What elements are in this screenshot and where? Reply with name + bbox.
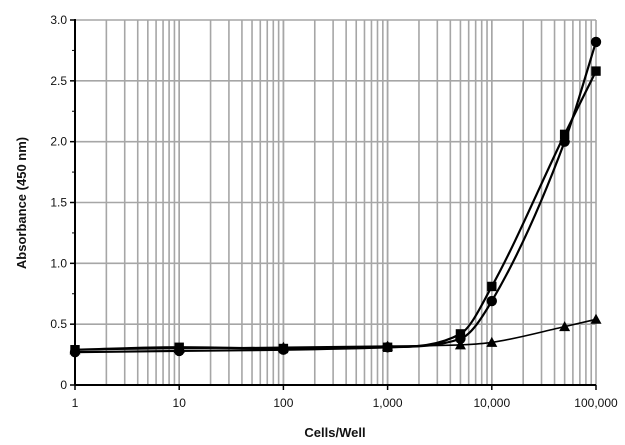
series-line: [74, 41, 598, 354]
x-axis-title: Cells/Well: [304, 425, 365, 440]
data-point-square: [591, 66, 601, 76]
y-tick-label: 0: [60, 378, 67, 392]
x-axis-ticks: 1 10 100 1,000 10,000 100,000: [72, 385, 618, 410]
data-point-square: [559, 129, 570, 140]
series-square: [70, 66, 601, 355]
y-tick-label: 3.0: [50, 13, 67, 27]
data-point-triangle: [454, 339, 466, 350]
series-circle: [69, 36, 602, 358]
series-triangle: [69, 313, 602, 355]
data-point-square: [487, 281, 497, 292]
y-tick-label: 0.5: [50, 317, 67, 331]
data-point-square: [455, 329, 466, 339]
x-tick-label: 10: [173, 396, 187, 410]
y-tick-label: 1.0: [50, 256, 67, 270]
x-tick-label: 1: [72, 396, 79, 410]
x-tick-label: 1,000: [373, 396, 403, 410]
data-point-triangle: [559, 321, 571, 332]
series-line: [74, 70, 597, 351]
series-layer: [69, 36, 602, 358]
data-point-triangle: [382, 340, 394, 351]
data-point-triangle: [486, 336, 498, 347]
y-axis-title: Absorbance (450 nm): [14, 137, 29, 269]
data-point-triangle: [69, 344, 81, 355]
data-point-triangle: [590, 313, 602, 324]
x-tick-label: 100: [273, 396, 293, 410]
data-point-circle: [486, 295, 497, 307]
y-tick-label: 2.0: [50, 135, 67, 149]
y-axis-ticks: 0 0.5 1.0 1.5 2.0 2.5 3.0: [50, 13, 75, 392]
data-point-circle: [590, 36, 602, 48]
x-tick-label: 100,000: [574, 396, 618, 410]
x-tick-label: 10,000: [473, 396, 510, 410]
grid: [74, 19, 597, 385]
data-point-triangle: [277, 341, 289, 352]
y-tick-label: 2.5: [50, 74, 67, 88]
y-tick-label: 1.5: [50, 196, 67, 210]
data-point-triangle: [173, 343, 185, 353]
